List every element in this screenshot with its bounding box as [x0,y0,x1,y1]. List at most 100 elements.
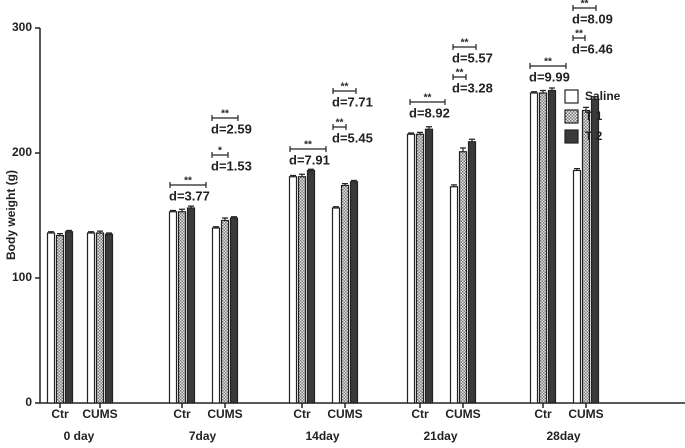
bar [297,176,307,404]
significance-stars: ** [456,68,464,79]
group-label: 14day [305,429,339,443]
error-bar [417,131,423,135]
y-tick-label: 0 [25,395,32,409]
significance-bracket [211,115,239,121]
x-tick-label: Ctr [534,407,552,421]
bar [415,133,425,404]
error-bar [188,205,194,208]
legend-label: T 1 [585,109,603,123]
error-bar [574,168,580,171]
x-tick-label: CUMS [82,407,117,421]
significance-bracket [409,99,446,105]
group-label: 21day [423,429,457,443]
significance-stars: ** [424,93,432,104]
error-bar [426,126,432,130]
x-tick-label: Ctr [51,407,69,421]
significance-stars: ** [184,176,192,187]
significance-stars: * [218,146,222,157]
bar [95,232,105,404]
error-bar [48,231,54,233]
error-bar [290,174,296,177]
x-tick-label: CUMS [445,407,480,421]
bar [186,207,196,404]
legend-label: T 2 [585,129,603,143]
bar [229,217,239,404]
bar [104,233,114,404]
error-bar [342,183,348,186]
significance-bracket [529,63,567,69]
effect-size: d=1.53 [211,158,252,173]
bar [55,234,65,404]
legend-swatch [564,129,579,144]
bar [340,184,350,404]
legend-swatch [564,89,579,104]
error-bar [66,229,72,232]
significance-stars: ** [336,118,344,129]
x-tick-label: CUMS [327,407,362,421]
error-bar [106,232,112,235]
error-bar [333,206,339,208]
y-tick-label: 200 [12,145,32,159]
effect-size: d=8.92 [409,105,450,120]
significance-stars: ** [581,0,589,10]
group-label: 0 day [64,429,95,443]
x-tick-label: CUMS [207,407,242,421]
effect-size: d=8.09 [572,11,613,26]
y-axis-label: Body weight (g) [4,170,18,260]
bar [449,186,459,404]
error-bar [299,173,305,177]
bar [538,92,548,404]
effect-size: d=3.77 [169,188,210,203]
error-bar [351,179,357,182]
effect-size: d=7.71 [332,94,373,109]
error-bar [549,87,555,91]
effect-size: d=3.28 [452,80,493,95]
effect-size: d=5.45 [332,130,373,145]
error-bar [170,209,176,212]
bar [406,133,416,404]
bar [467,141,477,404]
error-bar [460,147,466,152]
x-tick-label: Ctr [293,407,311,421]
significance-stars: ** [221,109,229,120]
bar [547,89,557,404]
error-bar [540,89,546,93]
significance-stars: ** [461,38,469,49]
significance-stars: ** [304,140,312,151]
x-tick-label: Ctr [173,407,191,421]
significance-bracket [211,152,229,158]
error-bar [57,233,63,236]
bar [46,232,56,404]
error-bar [97,230,103,233]
bar [306,169,316,404]
significance-bracket [169,182,207,188]
error-bar [231,216,237,218]
significance-bracket [572,5,597,11]
significance-stars: ** [575,29,583,40]
bar [211,227,221,404]
bar [458,151,468,404]
error-bar [222,217,228,221]
error-bar [451,184,457,187]
legend-label: Saline [585,89,621,103]
x-tick-label: CUMS [568,407,603,421]
significance-stars: ** [544,57,552,68]
significance-stars: ** [341,82,349,93]
error-bar [179,208,185,212]
x-tick-label: Ctr [411,407,429,421]
bar [590,98,600,404]
legend-swatch [564,109,579,124]
group-label: 7day [189,429,217,443]
bar [86,232,96,404]
effect-size: d=5.57 [452,50,493,65]
error-bar [592,96,598,100]
significance-bracket [332,88,357,94]
y-tick-label: 100 [12,270,32,284]
error-bar [213,226,219,228]
error-bar [469,138,475,142]
error-bar [308,168,314,171]
group-label: 28day [546,429,580,443]
bar [529,92,539,404]
bar [572,169,582,404]
